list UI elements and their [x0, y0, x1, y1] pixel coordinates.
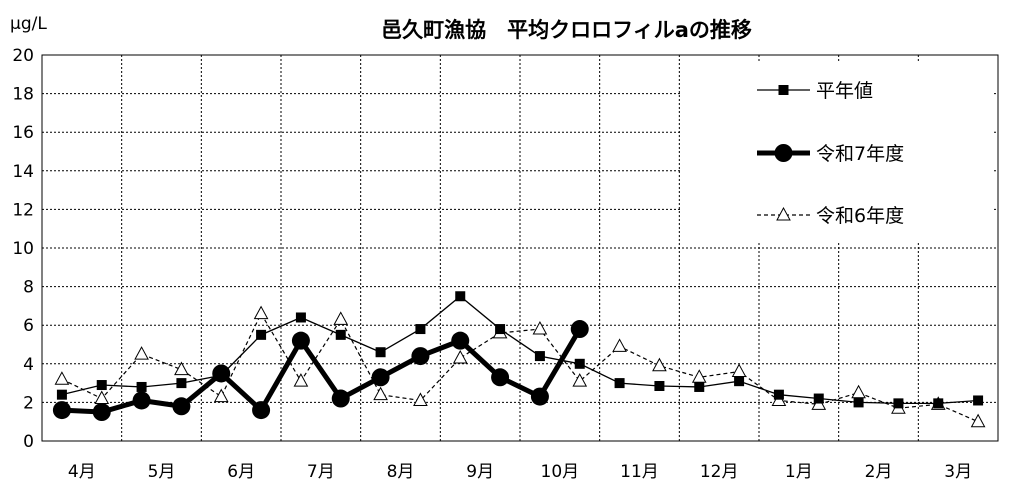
data-point: [333, 311, 349, 325]
data-point: [455, 291, 466, 302]
data-point: [411, 347, 430, 366]
data-point: [652, 357, 667, 372]
data-point: [172, 397, 191, 416]
chart-title: 邑久町漁協 平均クロロフィルaの推移: [381, 18, 752, 42]
data-point: [413, 392, 428, 406]
data-point: [495, 324, 506, 335]
data-point: [574, 358, 585, 369]
data-point: [654, 380, 665, 391]
data-point: [572, 373, 588, 387]
x-tick-label: 7月: [307, 462, 335, 482]
y-tick-label: 14: [12, 162, 34, 182]
data-point: [534, 351, 545, 362]
data-point: [136, 381, 147, 392]
x-tick-label: 4月: [68, 462, 96, 482]
data-point: [291, 331, 310, 350]
data-point: [773, 389, 784, 400]
data-point: [813, 393, 824, 404]
data-point: [373, 386, 388, 401]
legend-marker: [774, 144, 793, 162]
y-tick-label: 10: [12, 239, 34, 259]
x-tick-label: 11月: [620, 462, 659, 482]
y-tick-label: 0: [23, 432, 34, 452]
data-point: [253, 305, 269, 320]
data-point: [694, 381, 705, 392]
data-point: [174, 361, 189, 376]
legend-label: 令和6年度: [816, 205, 904, 227]
data-point: [452, 349, 468, 364]
data-point: [853, 397, 864, 408]
x-tick-label: 8月: [387, 462, 415, 482]
legend-label: 令和7年度: [816, 143, 904, 165]
legend-label: 平年値: [816, 80, 873, 102]
y-tick-label: 12: [12, 200, 34, 220]
x-tick-label: 3月: [944, 462, 972, 482]
data-point: [134, 346, 149, 360]
y-tick-label: 18: [12, 85, 34, 105]
x-tick-label: 5月: [148, 462, 176, 482]
legend-marker: [778, 85, 789, 95]
y-tick-label: 16: [12, 123, 34, 143]
data-point: [415, 324, 426, 335]
data-point: [335, 329, 346, 340]
x-tick-label: 6月: [227, 462, 255, 482]
data-point: [371, 368, 390, 387]
y-tick-label: 4: [23, 355, 34, 375]
data-point: [570, 320, 589, 339]
data-point: [212, 364, 231, 383]
data-point: [375, 347, 386, 358]
data-point: [56, 389, 67, 400]
data-point: [213, 388, 229, 403]
data-point: [612, 338, 627, 352]
legend-box: [680, 62, 992, 242]
x-tick-label: 2月: [865, 462, 893, 482]
data-point: [933, 398, 944, 409]
data-point: [295, 312, 306, 323]
y-tick-label: 8: [23, 278, 34, 298]
data-point: [614, 378, 625, 389]
data-point: [532, 321, 548, 335]
data-point: [331, 389, 350, 408]
data-point: [92, 403, 111, 422]
data-point: [491, 368, 510, 387]
legend-marker: [776, 206, 791, 221]
data-point: [54, 371, 70, 385]
x-tick-label: 12月: [700, 462, 739, 482]
data-point: [293, 373, 309, 387]
x-tick-label: 9月: [466, 462, 494, 482]
data-point: [52, 401, 71, 420]
series-line: [61, 312, 979, 423]
y-tick-label: 20: [12, 46, 34, 66]
x-tick-label: 1月: [785, 462, 813, 482]
data-point: [176, 378, 187, 389]
data-point: [96, 380, 107, 391]
data-point: [256, 329, 267, 340]
data-point: [530, 387, 549, 406]
y-axis-unit-label: μg/L: [10, 14, 47, 34]
data-point: [734, 376, 745, 387]
data-point: [973, 395, 984, 406]
y-tick-label: 6: [23, 316, 34, 336]
data-point: [970, 413, 986, 428]
data-point: [451, 331, 470, 350]
y-tick-label: 2: [23, 393, 34, 413]
data-point: [132, 391, 151, 410]
data-point: [252, 401, 271, 420]
data-point: [893, 398, 904, 409]
x-tick-label: 10月: [541, 462, 580, 482]
